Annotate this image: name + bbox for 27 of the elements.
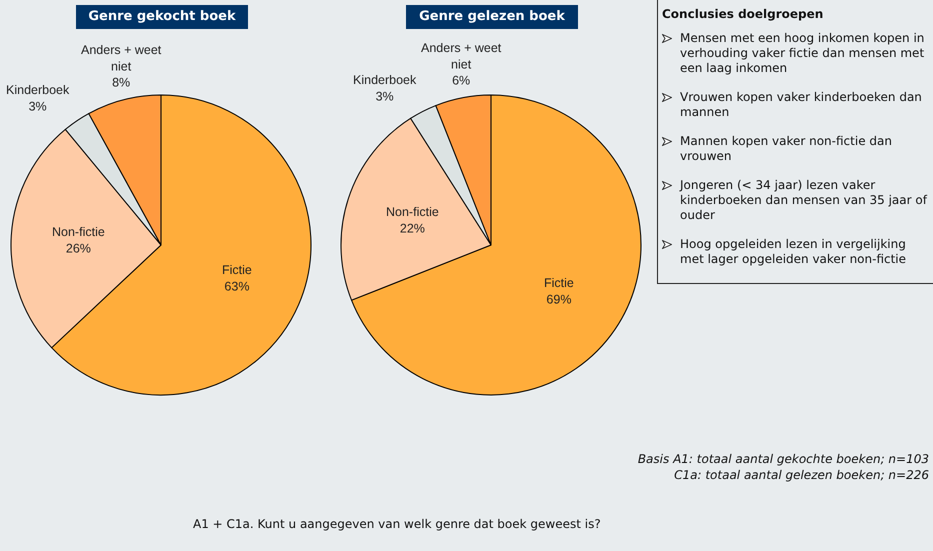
slice-label: Kinderboek — [6, 83, 70, 97]
text: Vrouwen kopen vaker kinderboeken dan mannen — [680, 90, 923, 120]
slice-label: Fictie — [544, 276, 574, 290]
text: Jongeren (< 34 jaar) lezen vaker kinderboeken dan mensen van 35 jaar of ouder — [680, 178, 928, 223]
text: A1 + C1a. Kunt u aangegeven van welk genre dat boek geweest is? — [193, 517, 601, 531]
slice-label: Non-fictie — [386, 205, 439, 219]
text: Basis A1: totaal aantal gekochte boeken; n=103 — [638, 452, 929, 466]
data-label: 26% — [66, 241, 91, 256]
data-label: 63% — [224, 279, 250, 294]
text: Hoog opgeleiden lezen in vergelijking met lager opgeleiden vaker non-fictie — [680, 237, 908, 267]
data-label: 3% — [376, 89, 394, 104]
data-label: 6% — [452, 74, 470, 88]
chart-title: Genre gekocht boek — [76, 5, 248, 29]
data-label: 8% — [112, 76, 130, 90]
data-label: 3% — [28, 99, 47, 114]
text: C1a: totaal aantal gelezen boeken; n=226 — [674, 468, 929, 482]
data-label: 69% — [546, 292, 572, 306]
slice-label: Non-fictie — [52, 225, 105, 239]
slice-label: Fictie — [222, 263, 252, 277]
slice-label: Anders + weet niet — [421, 41, 502, 72]
data-label: 22% — [400, 221, 425, 236]
slice-label: Anders + weet niet — [81, 43, 162, 74]
slice-label: Kinderboek — [353, 73, 417, 87]
text: Mannen kopen vaker non-fictie dan vrouwen — [680, 134, 893, 164]
chart-title: Genre gelezen boek — [406, 5, 578, 29]
text: Mensen met een hoog inkomen kopen in verhouding vaker fictie dan mensen met een laag inkomen — [680, 31, 926, 76]
text: Conclusies doelgroepen — [662, 7, 824, 21]
